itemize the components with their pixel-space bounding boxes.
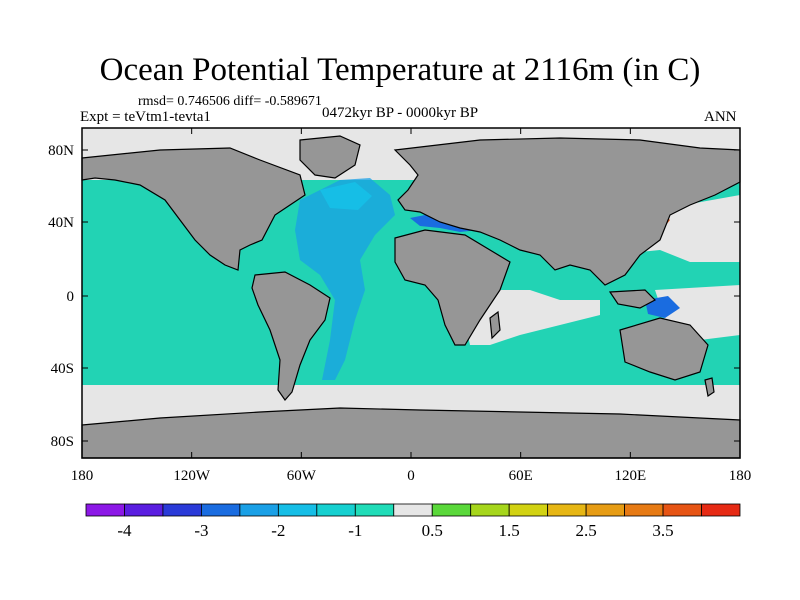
colorbar-swatch [316,503,356,517]
lat-tick-label: 40N [48,215,74,231]
colorbar-swatch [662,503,702,517]
colorbar-swatch [701,503,741,517]
map-title: Ocean Potential Temperature at 2116m (in… [99,52,701,88]
lon-tick-label: 120E [614,468,646,484]
north-atlantic-anomaly [320,182,372,210]
colorbar-swatch [354,503,395,517]
colorbar-label: 3.5 [652,521,673,540]
lat-tick-label: 40S [51,361,74,377]
lon-tick-label: 180 [729,468,752,484]
lon-tick-label: 60W [287,468,317,484]
colorbar-swatch [585,503,625,517]
lon-tick-label: 180 [71,468,94,484]
colorbar-swatch [277,503,318,517]
new-zealand [704,377,715,398]
colorbar-swatch [162,503,202,517]
lon-tick-label: 60E [509,468,533,484]
period-label: 0472kyr BP - 0000kyr BP [322,105,479,121]
colorbar-swatch [547,503,587,517]
colorbar-label: -2 [271,521,285,540]
lat-tick-label: 80S [51,434,74,450]
maritime-continent [608,289,656,309]
lon-tick-label: 120W [173,468,211,484]
australia [619,317,709,381]
lat-tick-label: 80N [48,143,74,159]
map-axes: 180 120W 60W 0 60E 120E 180 80N 40N 0 40S 80S [48,128,751,484]
colorbar-label: -1 [348,521,362,540]
africa [394,229,511,346]
continents [81,135,741,459]
colorbar-swatch [124,503,164,517]
colorbar-label: 1.5 [499,521,520,540]
lon-tick-label: 0 [407,468,415,484]
colorbar-label: -3 [194,521,208,540]
colorbar-swatch [624,503,664,517]
atlantic-cold-anomaly [295,178,395,380]
greenland [299,135,361,179]
colorbar-swatch [508,503,549,517]
colorbar-swatch [470,503,510,517]
north-america [81,147,306,271]
eurasia [393,137,741,286]
lat-tick-label: 0 [67,289,75,305]
madagascar [489,310,501,340]
colorbar-label: -4 [117,521,132,540]
colorbar-label: 0.5 [422,521,443,540]
colorbar-label: 2.5 [575,521,596,540]
colorbar-swatch [239,503,279,517]
south-america [251,271,331,401]
season-label: ANN [704,109,737,125]
colorbar-swatch [431,503,472,517]
experiment-label: Expt = teVtm1-tevta1 [80,109,211,125]
colorbar-swatch [201,503,241,517]
rmsd-diff-stats: rmsd= 0.746506 diff= -0.589671 [138,94,322,109]
colorbar: -4 -3 -2 -1 0.5 1.5 2.5 3.5 [85,503,741,540]
indonesian-anomaly [645,296,680,318]
colorbar-swatch [393,503,433,517]
colorbar-swatch [85,503,125,517]
